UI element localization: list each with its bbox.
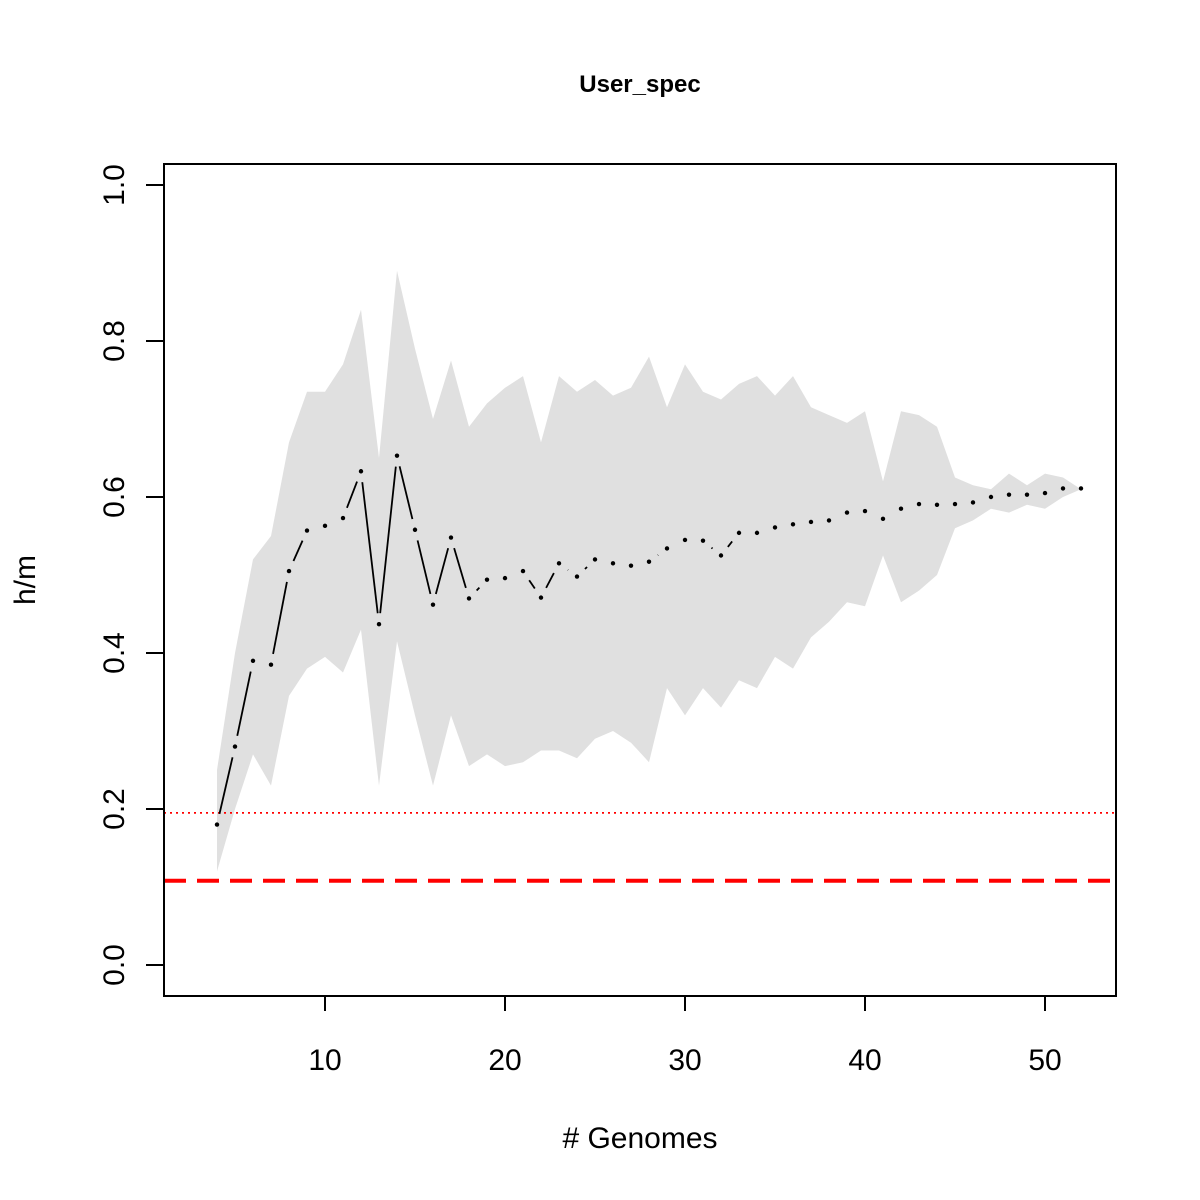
data-point (1024, 492, 1030, 497)
data-point (916, 501, 922, 507)
x-tick-label: 40 (848, 1044, 881, 1077)
data-point (970, 500, 976, 505)
series-segment (361, 482, 379, 614)
data-point (322, 523, 328, 529)
data-point (538, 595, 544, 600)
data-point (574, 574, 580, 579)
data-point (754, 530, 760, 536)
y-tick-label: 1.0 (98, 164, 131, 206)
series-segment (398, 466, 414, 520)
data-point (700, 538, 706, 543)
data-point (772, 525, 778, 530)
data-point (412, 527, 418, 532)
data-point (610, 561, 616, 566)
plot-area (164, 270, 1116, 883)
y-tick-label: 0.6 (98, 476, 131, 518)
series-segment (379, 466, 397, 614)
data-point (826, 518, 832, 523)
data-point (394, 453, 400, 458)
x-tick-label: 50 (1028, 1044, 1061, 1077)
data-point (952, 501, 958, 507)
data-point (1006, 492, 1012, 497)
data-point (1078, 486, 1084, 491)
data-point (214, 822, 220, 827)
data-point (268, 662, 274, 667)
y-tick-label: 0.4 (98, 632, 131, 674)
data-point (430, 602, 436, 607)
series-segment (475, 586, 481, 592)
x-tick-label: 30 (668, 1044, 701, 1077)
data-point (934, 502, 940, 507)
data-point (466, 596, 472, 601)
data-point (862, 508, 868, 514)
data-point (250, 658, 256, 663)
data-point (790, 522, 796, 527)
data-point (844, 510, 850, 515)
data-point (880, 516, 886, 522)
data-point (232, 744, 238, 749)
data-point (682, 537, 688, 543)
x-axis-label: # Genomes (562, 1122, 717, 1155)
data-point (592, 557, 598, 562)
series-segment (292, 540, 304, 562)
series-segment (545, 572, 555, 589)
data-point (340, 515, 346, 521)
data-point (502, 575, 508, 581)
series-segment (710, 546, 714, 550)
series-segment (584, 566, 588, 570)
data-point (376, 621, 382, 627)
series-segment (434, 547, 450, 595)
y-tick-label: 0.0 (98, 944, 131, 986)
data-point (304, 528, 310, 533)
data-point (484, 577, 490, 582)
y-axis: 0.0 0.2 0.4 0.6 0.8 1.0 (98, 164, 165, 986)
data-point (448, 535, 454, 540)
data-point (1060, 486, 1066, 491)
series-segment (416, 540, 432, 595)
series-segment (272, 581, 288, 655)
chart-title: User_spec (579, 71, 700, 98)
y-axis-label: h/m (9, 555, 42, 605)
data-point (520, 568, 526, 574)
series-segment (236, 671, 252, 737)
x-tick-label: 10 (308, 1044, 341, 1077)
series-segment (453, 547, 467, 589)
data-point (286, 568, 292, 574)
y-tick-label: 0.8 (98, 320, 131, 362)
data-point (1042, 490, 1048, 496)
confidence-band (217, 270, 1081, 872)
data-point (808, 519, 814, 525)
data-point (556, 561, 562, 566)
x-axis: 10 20 30 40 50 (308, 995, 1062, 1077)
data-point (988, 494, 994, 500)
data-point (358, 469, 364, 474)
data-point (628, 563, 634, 568)
data-point (646, 559, 652, 564)
x-tick-label: 20 (488, 1044, 521, 1077)
series-segment (346, 481, 358, 509)
data-point (736, 530, 742, 536)
series-segment (727, 540, 733, 548)
data-point (898, 506, 904, 511)
series-segment (218, 757, 234, 815)
y-tick-label: 0.2 (98, 788, 131, 830)
data-point (718, 553, 724, 558)
series-segment (528, 579, 536, 590)
data-point (664, 546, 670, 551)
